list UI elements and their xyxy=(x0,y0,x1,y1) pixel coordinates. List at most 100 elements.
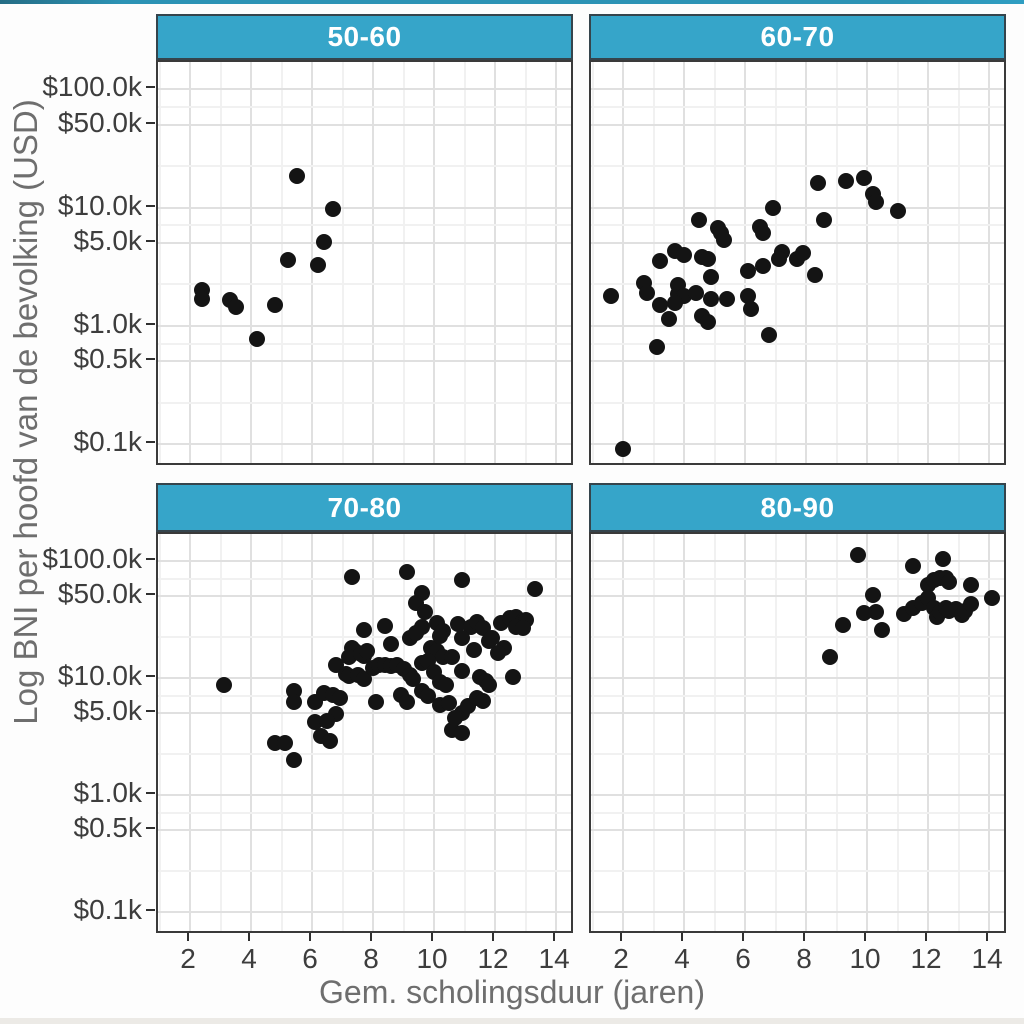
data-point xyxy=(743,300,760,317)
gridline-vertical xyxy=(683,534,686,931)
data-point xyxy=(404,670,421,687)
x-axis-tick-mark xyxy=(986,933,989,941)
facet-strip: 60-70 xyxy=(589,14,1006,60)
data-point xyxy=(444,648,461,665)
gridline-horizontal xyxy=(591,753,1004,756)
gridline-horizontal xyxy=(591,870,1004,873)
y-axis-tick-mark xyxy=(146,827,155,830)
data-point xyxy=(279,252,296,268)
facet-strip-label: 70-80 xyxy=(327,491,402,523)
data-point xyxy=(703,268,720,285)
gridline-horizontal xyxy=(591,794,1004,797)
x-axis-tick-mark xyxy=(248,933,251,941)
data-point xyxy=(316,234,333,251)
y-axis-tick-label: $1.0k xyxy=(73,307,143,339)
gridline-vertical xyxy=(494,62,497,463)
gridline-vertical xyxy=(957,534,960,931)
x-axis-tick-label: 4 xyxy=(241,943,257,974)
data-point xyxy=(276,734,293,751)
data-point xyxy=(984,590,1001,607)
gridline-vertical xyxy=(372,62,375,463)
gridline-horizontal xyxy=(158,224,571,227)
facet-strip: 50-60 xyxy=(156,14,573,60)
gridline-horizontal xyxy=(591,911,1004,914)
data-point xyxy=(484,630,501,647)
facet-panel xyxy=(589,532,1006,933)
data-point xyxy=(474,692,491,709)
gridline-vertical xyxy=(311,534,314,931)
data-point xyxy=(935,551,952,568)
gridline-vertical xyxy=(652,534,655,931)
data-point xyxy=(398,563,415,580)
data-point xyxy=(941,574,958,591)
y-axis-tick-label: $0.1k xyxy=(73,894,143,926)
gridline-vertical xyxy=(158,534,161,931)
gridline-vertical xyxy=(433,534,436,931)
gridline-vertical xyxy=(713,534,716,931)
gridline-horizontal xyxy=(158,559,571,562)
facet-panel xyxy=(156,532,573,933)
y-axis-tick-label: $5.0k xyxy=(73,695,143,727)
gridline-vertical xyxy=(158,62,161,463)
data-point xyxy=(615,441,632,458)
gridline-vertical xyxy=(835,534,838,931)
gridline-horizontal xyxy=(158,324,571,327)
gridline-vertical xyxy=(866,534,869,931)
x-axis-tick-label: 2 xyxy=(613,943,629,974)
gridline-vertical xyxy=(591,62,594,463)
y-axis-tick-label: $0.5k xyxy=(73,343,143,375)
data-point xyxy=(700,250,717,267)
facet-panel xyxy=(589,60,1006,465)
x-axis-tick-label: 8 xyxy=(796,943,812,974)
gridline-vertical xyxy=(463,62,466,463)
x-axis-tick-mark xyxy=(925,933,928,941)
data-point xyxy=(355,671,372,688)
y-axis-tick-label: $100.0k xyxy=(42,71,142,103)
gridline-horizontal xyxy=(591,677,1004,680)
y-axis-tick-label: $1.0k xyxy=(73,777,143,809)
data-point xyxy=(691,212,708,229)
y-axis-tick-label: $10.0k xyxy=(57,189,142,221)
gridline-horizontal xyxy=(158,443,571,446)
data-point xyxy=(874,622,891,639)
data-point xyxy=(755,258,772,275)
data-point xyxy=(660,310,677,327)
gridline-horizontal xyxy=(591,360,1004,363)
data-point xyxy=(319,713,336,729)
gridline-vertical xyxy=(494,534,497,931)
x-axis-tick-mark xyxy=(681,933,684,941)
data-point xyxy=(639,284,656,301)
gridline-vertical xyxy=(988,62,991,463)
gridline-horizontal xyxy=(158,283,571,286)
x-axis-tick-mark xyxy=(620,933,623,941)
gridline-horizontal xyxy=(158,712,571,715)
gridline-vertical xyxy=(341,534,344,931)
data-point xyxy=(770,250,787,267)
data-point xyxy=(307,714,324,731)
data-point xyxy=(755,224,772,241)
data-point xyxy=(450,616,467,633)
gridline-horizontal xyxy=(591,712,1004,715)
x-axis-tick-mark xyxy=(309,933,312,941)
data-point xyxy=(453,662,470,679)
gridline-vertical xyxy=(866,62,869,463)
gridline-horizontal xyxy=(158,401,571,404)
gridline-vertical xyxy=(341,62,344,463)
y-axis-tick-label: $100.0k xyxy=(42,542,142,574)
data-point xyxy=(962,596,979,613)
y-axis-tick-mark xyxy=(146,240,155,243)
data-point xyxy=(962,577,979,594)
x-axis-tick-label: 8 xyxy=(363,943,379,974)
gridline-horizontal xyxy=(158,342,571,345)
gridline-horizontal xyxy=(591,283,1004,286)
facet-strip: 70-80 xyxy=(156,483,573,532)
y-axis-tick-label: $50.0k xyxy=(57,578,142,610)
data-point xyxy=(807,266,824,283)
data-point xyxy=(368,693,385,710)
gridline-vertical xyxy=(555,62,558,463)
data-point xyxy=(438,677,455,694)
data-point xyxy=(651,296,668,313)
gridline-vertical xyxy=(591,534,594,931)
gridline-vertical xyxy=(805,62,808,463)
gridline-vertical xyxy=(219,62,222,463)
